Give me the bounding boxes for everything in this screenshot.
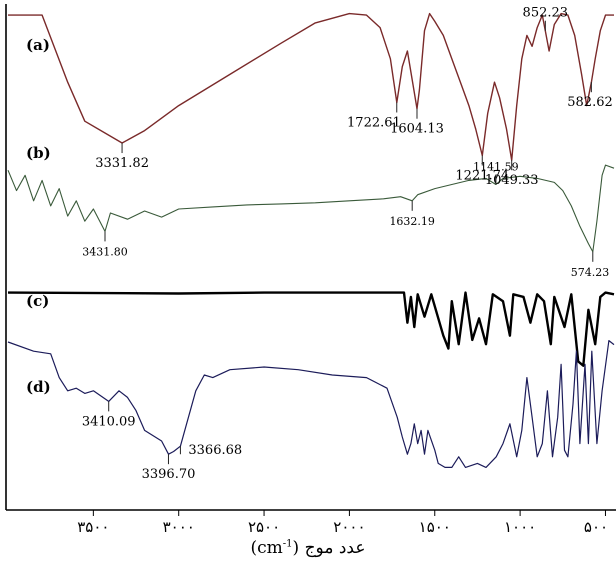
x-axis-unit-exponent: -1	[282, 538, 293, 550]
x-axis-ticks: ۳۵۰۰ ۳۰۰۰ ۲۵۰۰ ۲۰۰۰ ۱۵۰۰ ۱۰۰۰ ۵۰۰	[77, 510, 608, 536]
peak-label-5: 1049.33	[485, 173, 539, 188]
peak-label-6: 852.23	[523, 6, 569, 21]
series-line-2	[7, 164, 615, 253]
x-tick-label-3: ۲۵۰۰	[248, 518, 280, 536]
x-tick-label-1: ۳۵۰۰	[77, 518, 109, 536]
peak-label-1: 3331.82	[95, 156, 149, 171]
peak-markers: 3331.821722.611604.131221.741049.33852.2…	[82, 6, 613, 483]
x-tick-label-5: ۱۵۰۰	[419, 518, 451, 536]
series-label-2: (b)	[26, 144, 51, 162]
peak-label-7: 582.62	[567, 95, 613, 110]
x-axis-unit: (cm	[250, 538, 283, 558]
x-tick-label-7: ۵۰۰	[584, 518, 608, 536]
peak-label-3: 1604.13	[390, 122, 444, 137]
series-label-3: (c)	[26, 292, 49, 310]
series-line-4	[7, 340, 615, 468]
x-tick-label-6: ۱۰۰۰	[504, 518, 536, 536]
x-axis-unit-close: )	[292, 538, 300, 558]
x-axis-label-text: عدد موج	[304, 538, 366, 558]
peak-label-11: 574.23	[571, 266, 610, 279]
peak-label-9: 1632.19	[389, 215, 435, 228]
series-label-1: (a)	[26, 36, 50, 54]
series-label-4: (d)	[26, 378, 51, 396]
x-axis-title: (cm-1) عدد موج	[0, 538, 616, 558]
peak-label-10: 1141.59	[473, 161, 519, 174]
x-tick-label-4: ۲۰۰۰	[333, 518, 365, 536]
peak-label-12: 3410.09	[82, 414, 136, 429]
peak-label-14: 3366.68	[188, 443, 242, 458]
peak-label-2: 1722.61	[347, 116, 401, 131]
x-tick-label-2: ۳۰۰۰	[163, 518, 195, 536]
peak-label-13: 3396.70	[142, 467, 196, 482]
peak-label-8: 3431.80	[82, 245, 128, 258]
spectra-curves	[7, 12, 615, 468]
series-line-3	[7, 291, 615, 367]
series-labels: (a) (b) (c) (d)	[26, 36, 51, 396]
series-line-1	[8, 12, 614, 161]
